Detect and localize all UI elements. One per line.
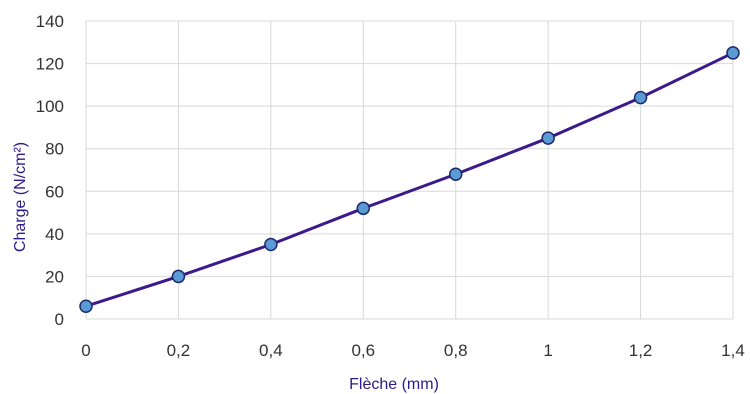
x-tick-label: 0,2 — [167, 341, 191, 360]
data-point — [171, 269, 186, 284]
data-point — [726, 46, 740, 60]
y-tick-label: 60 — [45, 182, 64, 201]
data-point — [633, 90, 648, 105]
x-tick-label: 1 — [543, 341, 552, 360]
x-axis-title: Flèche (mm) — [349, 376, 439, 393]
x-tick-label: 0 — [81, 341, 90, 360]
data-point — [541, 131, 555, 145]
series-line — [85, 51, 734, 308]
y-tick-label: 20 — [45, 267, 64, 286]
y-tick-label: 0 — [55, 310, 64, 329]
data-point — [356, 201, 371, 216]
y-tick-label: 100 — [36, 97, 64, 116]
y-axis-ticks: 0 20 40 60 80 100 120 140 — [36, 12, 64, 329]
y-tick-label: 40 — [45, 225, 64, 244]
data-point — [79, 299, 93, 313]
x-axis-ticks: 0 0,2 0,4 0,6 0,8 1 1,2 1,4 — [81, 341, 745, 360]
y-tick-label: 140 — [36, 12, 64, 31]
data-point — [448, 167, 463, 182]
y-tick-label: 120 — [36, 55, 64, 74]
x-tick-label: 1,2 — [629, 341, 653, 360]
x-tick-label: 1,4 — [721, 341, 745, 360]
series-layer — [79, 46, 740, 313]
y-tick-label: 80 — [45, 140, 64, 159]
x-tick-label: 0,4 — [259, 341, 283, 360]
y-axis-title: Charge (N/cm²) — [12, 142, 29, 252]
x-tick-label: 0,8 — [444, 341, 468, 360]
data-point — [264, 237, 278, 252]
x-tick-label: 0,6 — [351, 341, 375, 360]
